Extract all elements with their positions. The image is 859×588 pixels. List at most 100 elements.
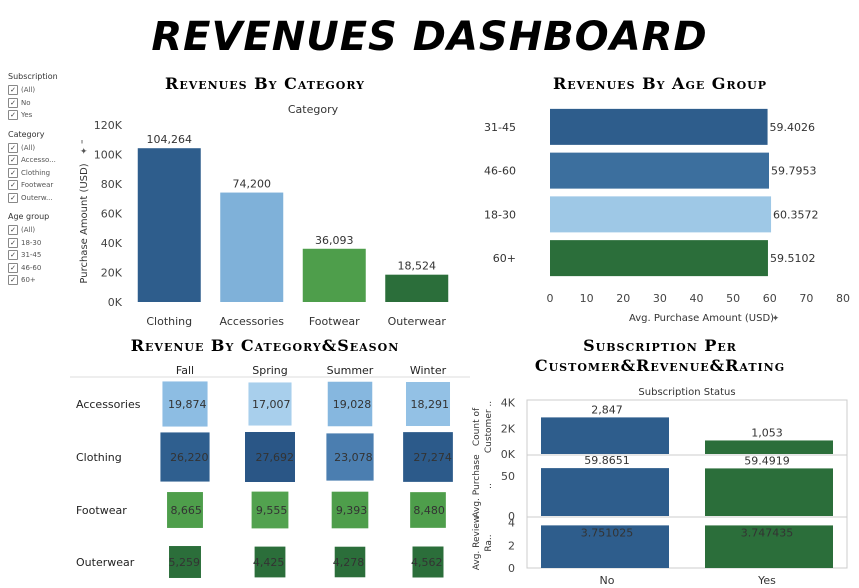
y-tick-label: 60K	[101, 208, 123, 221]
cell-value-label: 5,259	[168, 556, 200, 569]
checkbox-checked-icon[interactable]: ✓	[8, 237, 18, 248]
cell-value-label: 8,480	[413, 504, 445, 517]
filter-option-label: Footwear	[21, 181, 54, 190]
filter-option-label: (All)	[21, 226, 36, 235]
y-tick-label: 4	[508, 517, 515, 530]
checkbox-checked-icon[interactable]: ✓	[8, 250, 18, 261]
filter-option[interactable]: ✓ Footwear	[8, 179, 70, 192]
filter-option[interactable]: ✓ (All)	[8, 84, 70, 97]
filter-option-label: 60+	[21, 276, 36, 285]
heatmap-cell	[254, 546, 286, 578]
checkbox-checked-icon[interactable]: ✓	[8, 142, 18, 153]
x-tick-label: 60	[763, 292, 777, 305]
filter-option-label: 18-30	[21, 238, 42, 247]
bar	[550, 152, 770, 189]
checkbox-checked-icon[interactable]: ✓	[8, 110, 18, 121]
filter-option[interactable]: ✓ Accesso...	[8, 154, 70, 167]
cell-value-label: 9,555	[256, 504, 288, 517]
bar	[541, 468, 669, 516]
checkbox-checked-icon[interactable]: ✓	[8, 97, 18, 108]
subscription-chart-title-line1: Subscription Per	[583, 336, 737, 355]
column-header: Winter	[410, 364, 447, 377]
pin-icon: ✦	[772, 314, 780, 324]
filter-option[interactable]: ✓ Outerw...	[8, 192, 70, 205]
filter-option[interactable]: ✓ (All)	[8, 142, 70, 155]
x-tick-label: 20	[616, 292, 630, 305]
filter-option-label: (All)	[21, 86, 36, 95]
column-header: Summer	[327, 364, 374, 377]
checkbox-checked-icon[interactable]: ✓	[8, 275, 18, 286]
y-tick-label: 2K	[501, 422, 516, 435]
cell-value-label: 26,220	[170, 451, 209, 464]
filter-option[interactable]: ✓ 60+	[8, 274, 70, 287]
y-tick-label: 0K	[501, 448, 516, 461]
checkbox-checked-icon[interactable]: ✓	[8, 262, 18, 273]
row-label: Outerwear	[76, 556, 135, 569]
filter-option[interactable]: ✓ No	[8, 97, 70, 110]
panel-label: ..	[484, 483, 494, 489]
x-tick-label: 50	[726, 292, 740, 305]
heatmap-cell	[327, 381, 373, 427]
x-tick-label: No	[600, 574, 615, 587]
bar-value-label: 74,200	[233, 178, 272, 191]
heatmap-cell	[410, 492, 446, 528]
bar-value-label: 59.7953	[771, 165, 817, 178]
panel-label: Avg. Review	[472, 516, 482, 571]
y-tick-label: 0	[508, 510, 515, 523]
bar-value-label: 59.8651	[584, 454, 630, 467]
dashboard-title: REVENUES DASHBOARD	[151, 14, 708, 60]
cell-value-label: 18,291	[411, 398, 450, 411]
column-header: Spring	[252, 364, 288, 377]
filter-option[interactable]: ✓ Yes	[8, 109, 70, 122]
cell-value-label: 27,692	[256, 451, 295, 464]
category-chart-title: Revenues By Category	[165, 74, 365, 93]
filter-title: Category	[8, 129, 45, 139]
x-tick-label: Yes	[757, 574, 776, 587]
filter-option[interactable]: ✓ 31-45	[8, 249, 70, 262]
cell-value-label: 19,028	[333, 398, 372, 411]
bar-value-label: 18,524	[398, 260, 437, 273]
x-tick-label: 0	[547, 292, 554, 305]
x-tick-label: 40	[690, 292, 704, 305]
cell-value-label: 17,007	[252, 398, 291, 411]
heatmap-cell	[403, 432, 453, 482]
panel-label: Customer ..	[484, 401, 494, 453]
y-tick-label: 60+	[493, 252, 516, 265]
row-label: Accessories	[76, 398, 141, 411]
x-tick-label: 10	[580, 292, 594, 305]
bar-value-label: 59.4026	[770, 121, 816, 134]
x-tick-label: Outerwear	[388, 315, 447, 328]
heatmap-cell	[160, 432, 210, 482]
checkbox-checked-icon[interactable]: ✓	[8, 167, 18, 178]
cell-value-label: 4,425	[253, 556, 285, 569]
filter-group: Subscription ✓ (All) ✓ No ✓ Yes	[8, 72, 70, 122]
filter-option[interactable]: ✓ Clothing	[8, 167, 70, 180]
bar	[705, 525, 833, 568]
age-group-bar-chart: 59.4026 31-45 59.7953 46-60 60.3572 18-30 59.5…	[484, 108, 850, 324]
bar	[705, 440, 833, 454]
bar	[220, 192, 284, 302]
x-axis-label: Avg. Purchase Amount (USD)	[629, 313, 774, 324]
checkbox-checked-icon[interactable]: ✓	[8, 192, 18, 203]
filter-option[interactable]: ✓ (All)	[8, 224, 70, 237]
filter-option-label: Clothing	[21, 168, 51, 177]
cell-value-label: 19,874	[168, 398, 207, 411]
y-tick-label: 80K	[101, 178, 123, 191]
checkbox-checked-icon[interactable]: ✓	[8, 225, 18, 236]
bar	[541, 525, 669, 568]
filter-option[interactable]: ✓ 18-30	[8, 237, 70, 250]
heatmap-cell	[412, 546, 444, 578]
heatmap-cell	[326, 433, 374, 481]
filter-panel: Subscription ✓ (All) ✓ No ✓ Yes Category ✓ (All) ✓…	[8, 72, 70, 295]
pin-icon: ✦ ⁼	[80, 139, 90, 154]
heatmap-cell	[334, 546, 366, 578]
y-tick-label: 0	[508, 562, 515, 575]
column-header: Fall	[176, 364, 194, 377]
checkbox-checked-icon[interactable]: ✓	[8, 85, 18, 96]
filter-option[interactable]: ✓ 46-60	[8, 262, 70, 275]
checkbox-checked-icon[interactable]: ✓	[8, 180, 18, 191]
panel-label: Ra..	[484, 534, 494, 551]
checkbox-checked-icon[interactable]: ✓	[8, 155, 18, 166]
y-tick-label: 2	[508, 539, 515, 552]
filter-title: Subscription	[8, 72, 58, 81]
